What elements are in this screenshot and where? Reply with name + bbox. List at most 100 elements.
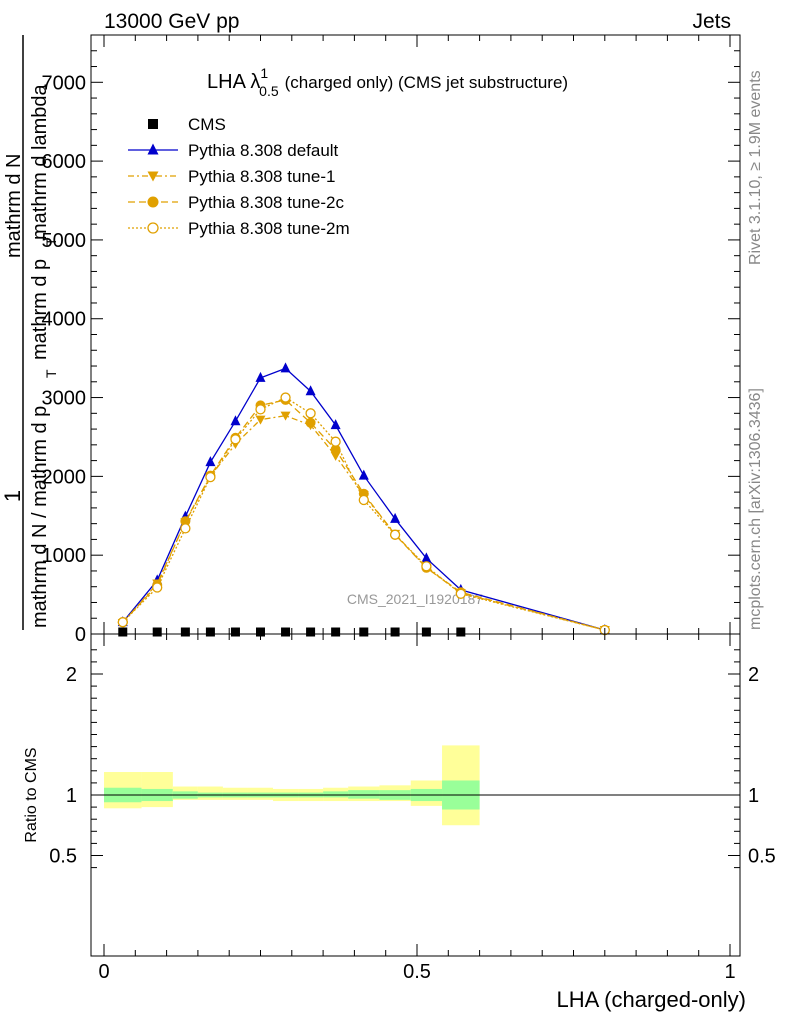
data-point xyxy=(306,627,316,637)
legend-entry: Pythia 8.308 tune-2c xyxy=(128,193,344,212)
data-point xyxy=(280,411,291,421)
ylabel-den2: mathrm d p xyxy=(29,259,51,360)
data-point xyxy=(281,627,291,637)
data-point xyxy=(421,627,431,637)
ratio-ytick-label-right: 0.5 xyxy=(748,846,776,868)
header-right: Jets xyxy=(692,10,731,33)
legend-label: Pythia 8.308 tune-2m xyxy=(188,219,350,238)
data-point xyxy=(147,143,159,155)
plot-title-sup: 1 xyxy=(260,65,268,81)
data-point xyxy=(389,529,401,540)
data-point xyxy=(117,617,128,628)
main-panel: CMS_2021_I1920187 0 1000 2000 3000 4000 5000 6… xyxy=(0,34,741,646)
x-axis-label: LHA (charged-only) xyxy=(556,987,746,1012)
ratio-band-inner xyxy=(323,791,349,798)
header-left: 13000 GeV pp xyxy=(104,10,239,33)
data-point xyxy=(280,362,291,373)
data-point xyxy=(148,119,158,129)
data-point xyxy=(230,627,240,637)
legend-entry: CMS xyxy=(148,115,226,134)
main-ytick-label: 6000 xyxy=(42,151,87,173)
side-text-bottom: mcplots.cern.ch [arXiv:1306.3436] xyxy=(747,388,764,630)
data-point xyxy=(205,456,216,467)
main-ytick-label: 3000 xyxy=(42,388,87,410)
legend-label: Pythia 8.308 tune-2c xyxy=(188,193,344,212)
legend-label: Pythia 8.308 tune-1 xyxy=(188,167,335,186)
data-point xyxy=(390,512,401,523)
ylabel-denom: mathrm d N / mathrm d p xyxy=(29,406,51,628)
series-line xyxy=(122,399,605,631)
data-point xyxy=(305,385,316,396)
data-point xyxy=(152,582,163,593)
data-point xyxy=(330,419,341,430)
legend-entry: Pythia 8.308 tune-1 xyxy=(128,167,335,186)
ylabel-one: 1 xyxy=(0,490,25,502)
data-point xyxy=(358,494,369,506)
main-ytick-label: 1000 xyxy=(42,545,87,567)
data-point xyxy=(280,392,291,403)
plot-title-main: LHA λ xyxy=(207,71,260,93)
legend-label: Pythia 8.308 default xyxy=(188,141,339,160)
ratio-xtick-label: 1 xyxy=(724,961,735,983)
data-point xyxy=(255,404,266,415)
ratio-ylabel: Ratio to CMS xyxy=(23,747,40,842)
data-point xyxy=(330,451,341,461)
ratio-ytick-label: 0.5 xyxy=(49,846,77,868)
ylabel-denom-sub: T xyxy=(43,369,59,378)
data-point xyxy=(147,196,159,208)
legend-entry: Pythia 8.308 default xyxy=(128,141,339,160)
data-point xyxy=(305,417,316,428)
data-point xyxy=(230,415,241,426)
ratio-band-inner xyxy=(348,790,380,799)
legend-entry: Pythia 8.308 tune-2m xyxy=(128,219,350,238)
data-point xyxy=(152,627,162,637)
data-point xyxy=(421,552,432,563)
ratio-xtick-label: 0.5 xyxy=(403,961,431,983)
data-point xyxy=(421,561,432,572)
data-point xyxy=(180,523,191,534)
data-point xyxy=(118,627,128,637)
data-point xyxy=(330,436,341,447)
ylabel-den2-sub: T xyxy=(43,237,59,246)
legend: CMS Pythia 8.308 default Pythia 8.308 tune… xyxy=(128,115,350,238)
legend-label: CMS xyxy=(188,115,226,134)
data-point xyxy=(230,434,241,445)
ylabel-den2-rest: mathrm d lambda xyxy=(29,84,51,240)
series-1 xyxy=(117,362,610,635)
main-ytick-label: 2000 xyxy=(42,466,87,488)
data-point xyxy=(255,371,266,382)
data-point xyxy=(205,627,215,637)
data-point xyxy=(147,171,159,182)
ratio-ytick-label: 2 xyxy=(66,664,77,686)
data-point xyxy=(390,627,400,637)
data-point xyxy=(147,222,159,234)
main-ytick-label: 4000 xyxy=(42,309,87,331)
data-point xyxy=(305,408,316,419)
data-point xyxy=(358,469,369,480)
watermark: CMS_2021_I1920187 xyxy=(347,591,483,607)
side-text-top: Rivet 3.1.10, ≥ 1.9M events xyxy=(747,70,764,265)
series-0 xyxy=(118,627,466,637)
plot-title-sub: 0.5 xyxy=(259,83,279,99)
main-ylabel: 1 mathrm d N / mathrm d p T mathrm d N m… xyxy=(0,35,59,630)
data-point xyxy=(455,588,466,599)
plot-title: LHA λ1 0.5 (charged only) (CMS jet substru… xyxy=(207,65,568,99)
plot-title-rest: (charged only) (CMS jet substructure) xyxy=(285,73,568,92)
series-4 xyxy=(117,392,610,636)
data-point xyxy=(331,627,341,637)
data-point xyxy=(359,627,369,637)
data-point xyxy=(180,516,191,527)
data-point xyxy=(205,472,216,483)
data-point xyxy=(180,627,190,637)
main-ytick-label: 0 xyxy=(75,624,86,646)
ratio-ytick-label: 1 xyxy=(66,785,77,807)
ylabel-num: mathrm d N xyxy=(3,154,25,258)
ratio-ytick-label-right: 1 xyxy=(748,785,759,807)
ratio-ytick-label-right: 2 xyxy=(748,664,759,686)
data-point xyxy=(456,627,466,637)
ratio-panel: 0.5 0.5 1 1 2 2 0 0.5 1 Ratio to CMS LHA (charg… xyxy=(23,633,776,1012)
main-ytick-label: 7000 xyxy=(42,72,87,94)
data-point xyxy=(255,415,266,425)
main-ytick-label: 5000 xyxy=(42,230,87,252)
